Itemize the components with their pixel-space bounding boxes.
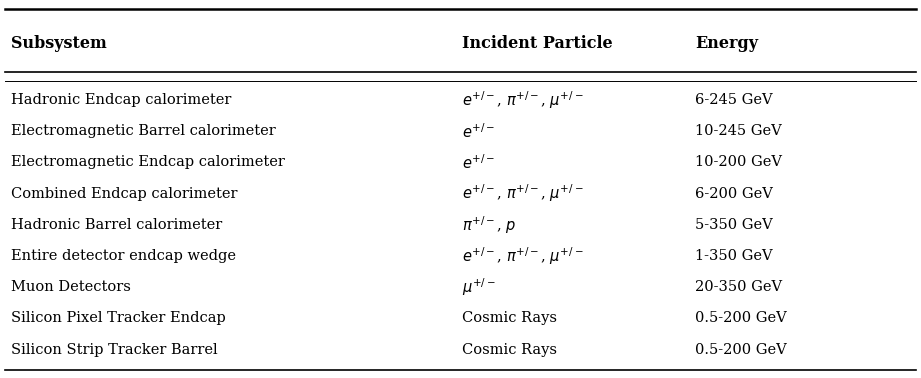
Text: $\pi^{+/-}$, $p$: $\pi^{+/-}$, $p$	[462, 214, 517, 235]
Text: 10-200 GeV: 10-200 GeV	[695, 155, 782, 169]
Text: Electromagnetic Endcap calorimeter: Electromagnetic Endcap calorimeter	[11, 155, 285, 169]
Text: 6-245 GeV: 6-245 GeV	[695, 93, 773, 107]
Text: 0.5-200 GeV: 0.5-200 GeV	[695, 311, 787, 325]
Text: Combined Endcap calorimeter: Combined Endcap calorimeter	[11, 187, 238, 201]
Text: Entire detector endcap wedge: Entire detector endcap wedge	[11, 249, 236, 263]
Text: $e^{+/-}$, $\pi^{+/-}$, $\mu^{+/-}$: $e^{+/-}$, $\pi^{+/-}$, $\mu^{+/-}$	[462, 245, 584, 267]
Text: $e^{+/-}$, $\pi^{+/-}$, $\mu^{+/-}$: $e^{+/-}$, $\pi^{+/-}$, $\mu^{+/-}$	[462, 183, 584, 204]
Text: Silicon Strip Tracker Barrel: Silicon Strip Tracker Barrel	[11, 342, 217, 356]
Text: Silicon Pixel Tracker Endcap: Silicon Pixel Tracker Endcap	[11, 311, 226, 325]
Text: 0.5-200 GeV: 0.5-200 GeV	[695, 342, 787, 356]
Text: Hadronic Barrel calorimeter: Hadronic Barrel calorimeter	[11, 218, 222, 232]
Text: $e^{+/-}$, $\pi^{+/-}$, $\mu^{+/-}$: $e^{+/-}$, $\pi^{+/-}$, $\mu^{+/-}$	[462, 89, 584, 111]
Text: Muon Detectors: Muon Detectors	[11, 280, 131, 294]
Text: $\mu^{+/-}$: $\mu^{+/-}$	[462, 276, 496, 298]
Text: 1-350 GeV: 1-350 GeV	[695, 249, 773, 263]
Text: 10-245 GeV: 10-245 GeV	[695, 124, 782, 138]
Text: Subsystem: Subsystem	[11, 35, 107, 52]
Text: Energy: Energy	[695, 35, 758, 52]
Text: $e^{+/-}$: $e^{+/-}$	[462, 122, 495, 141]
Text: Electromagnetic Barrel calorimeter: Electromagnetic Barrel calorimeter	[11, 124, 275, 138]
Text: Cosmic Rays: Cosmic Rays	[462, 342, 557, 356]
Text: 6-200 GeV: 6-200 GeV	[695, 187, 774, 201]
Text: Hadronic Endcap calorimeter: Hadronic Endcap calorimeter	[11, 93, 231, 107]
Text: Cosmic Rays: Cosmic Rays	[462, 311, 557, 325]
Text: 5-350 GeV: 5-350 GeV	[695, 218, 773, 232]
Text: $e^{+/-}$: $e^{+/-}$	[462, 153, 495, 172]
Text: Incident Particle: Incident Particle	[462, 35, 613, 52]
Text: 20-350 GeV: 20-350 GeV	[695, 280, 783, 294]
